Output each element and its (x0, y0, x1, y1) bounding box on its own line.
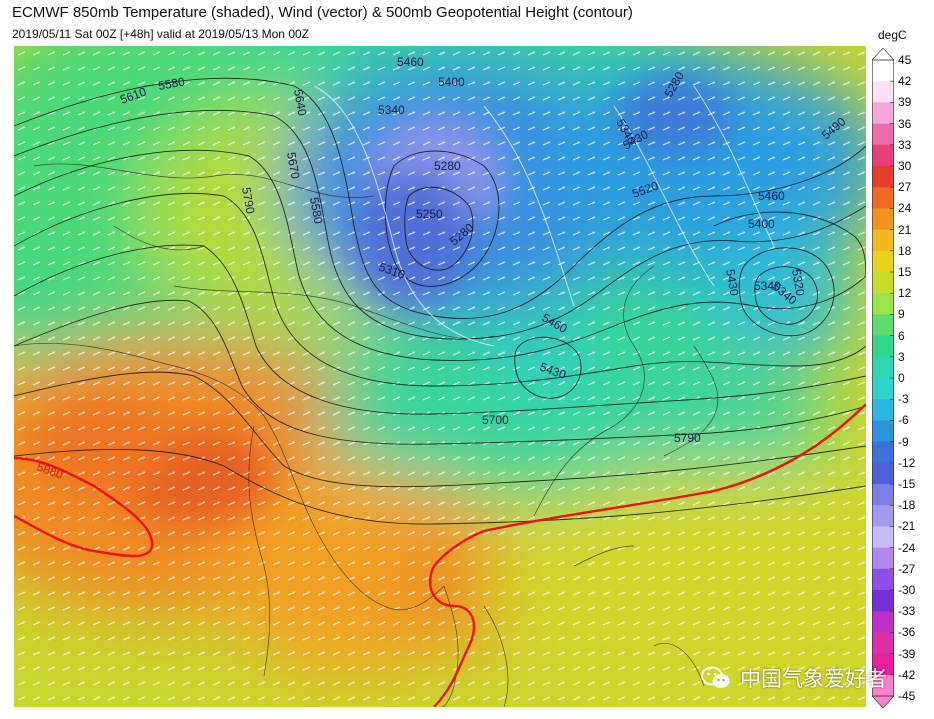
map-title: ECMWF 850mb Temperature (shaded), Wind (… (12, 4, 633, 21)
colorbar-tick-label: -27 (898, 561, 916, 576)
colorbar-segment (872, 293, 894, 315)
colorbar-segment (872, 144, 894, 167)
contour-label: 5280 (434, 159, 461, 173)
colorbar-segment (872, 335, 894, 358)
colorbar-tick-label: -30 (898, 583, 916, 597)
wechat-icon (701, 666, 730, 688)
colorbar-segment (872, 166, 894, 188)
colorbar-tick-label: 39 (898, 95, 912, 110)
colorbar-segment (872, 123, 894, 146)
colorbar-tick-label: 21 (898, 222, 912, 237)
contour-label: 5340 (754, 279, 781, 293)
contour-label: 5790 (239, 186, 257, 215)
colorbar-segment (872, 399, 894, 421)
colorbar-tick-label: -42 (898, 667, 916, 682)
colorbar-segment (872, 484, 894, 506)
colorbar-segment (872, 611, 894, 633)
colorbar-segment (872, 250, 894, 273)
colorbar-segment (872, 441, 894, 464)
colorbar-segment (872, 462, 894, 485)
colorbar-segment (872, 653, 894, 676)
colorbar-segment (872, 102, 894, 125)
colorbar-segment (872, 526, 894, 549)
contour-label: 5460 (397, 55, 424, 69)
contour-label: 5700 (482, 413, 509, 427)
colorbar-tick-label: -39 (898, 646, 916, 661)
colorbar-segment (872, 187, 894, 209)
colorbar-tick-label: -24 (898, 540, 916, 555)
colorbar-graphic (871, 47, 895, 709)
colorbar-unit: degC (878, 28, 907, 42)
colorbar-tick-label: 24 (898, 201, 912, 216)
contour-label: 5460 (758, 189, 785, 203)
colorbar-tick-label: 0 (898, 371, 905, 385)
colorbar-tick-label: -36 (898, 625, 916, 640)
colorbar-tick-label: -3 (898, 392, 909, 407)
colorbar-tick-label: -33 (898, 604, 916, 619)
colorbar-tick-labels: 45 42 39 36 33 30 27 24 21 18 15 12 9 6 3 0 -3 -6 -9 -12 -15… (898, 0, 932, 719)
colorbar-tick-label: 45 (898, 53, 912, 67)
contour-label: 5640 (291, 88, 309, 117)
map-subtitle: 2019/05/11 Sat 00Z [+48h] valid at 2019/… (12, 27, 309, 41)
colorbar-segment (872, 314, 894, 337)
contour-label: 5340 (378, 103, 405, 117)
colorbar-segment (872, 208, 894, 231)
contour-label: 5400 (438, 75, 465, 89)
colorbar-segment (872, 547, 894, 570)
colorbar-tick-label: -21 (898, 519, 916, 534)
colorbar-tick-label: 3 (898, 349, 905, 364)
colorbar-segment (872, 378, 894, 400)
temperature-shading (14, 46, 866, 707)
colorbar-tick-label: 36 (898, 116, 912, 131)
colorbar-tick-label: -18 (898, 498, 916, 513)
contour-label: 5400 (748, 217, 775, 231)
subtropical-ridge-contour (14, 403, 866, 707)
colorbar-extend-top (871, 47, 895, 61)
colorbar-segment (872, 420, 894, 443)
contour-label: 5250 (416, 207, 443, 221)
colorbar-segment (872, 272, 894, 294)
colorbar-tick-label: -9 (898, 434, 909, 449)
colorbar-tick-label: -12 (898, 455, 916, 470)
colorbar-segment (872, 568, 894, 591)
height-contours (14, 77, 866, 525)
colorbar-segment (872, 356, 894, 379)
colorbar-segment (872, 674, 894, 697)
colorbar-tick-label: 33 (898, 137, 912, 152)
colorbar-tick-label: 15 (898, 265, 912, 279)
colorbar-tick-label: 30 (898, 159, 912, 173)
contour-label: 5320 (789, 268, 807, 297)
colorbar (871, 47, 895, 709)
colorbar-tick-label: 9 (898, 307, 905, 322)
colorbar-tick-label: -6 (898, 413, 909, 428)
colorbar-segment (872, 229, 894, 252)
colorbar-extend-bottom (871, 695, 895, 709)
colorbar-tick-label: 18 (898, 243, 912, 258)
colorbar-segment (872, 81, 894, 103)
contour-label: 5580 (157, 74, 186, 92)
contour-label: 5670 (284, 151, 302, 180)
colorbar-tick-label: 27 (898, 180, 912, 195)
colorbar-tick-label: 42 (898, 74, 912, 89)
watermark: 中国气象爱好者 (700, 663, 887, 693)
colorbar-tick-label: -45 (898, 689, 916, 703)
watermark-text: 中国气象爱好者 (740, 668, 887, 691)
colorbar-tick-label: -15 (898, 477, 916, 491)
colorbar-segment (872, 505, 894, 527)
colorbar-segment (872, 590, 894, 612)
colorbar-segment (872, 632, 894, 655)
contour-label: 5430 (723, 268, 741, 297)
colorbar-tick-label: 12 (898, 286, 912, 301)
wind-streak-lines (313, 85, 775, 347)
contour-label: 5580 (307, 196, 325, 225)
contour-label: 5790 (674, 431, 701, 445)
colorbar-segment (872, 60, 894, 82)
colorbar-tick-label: 6 (898, 328, 905, 343)
